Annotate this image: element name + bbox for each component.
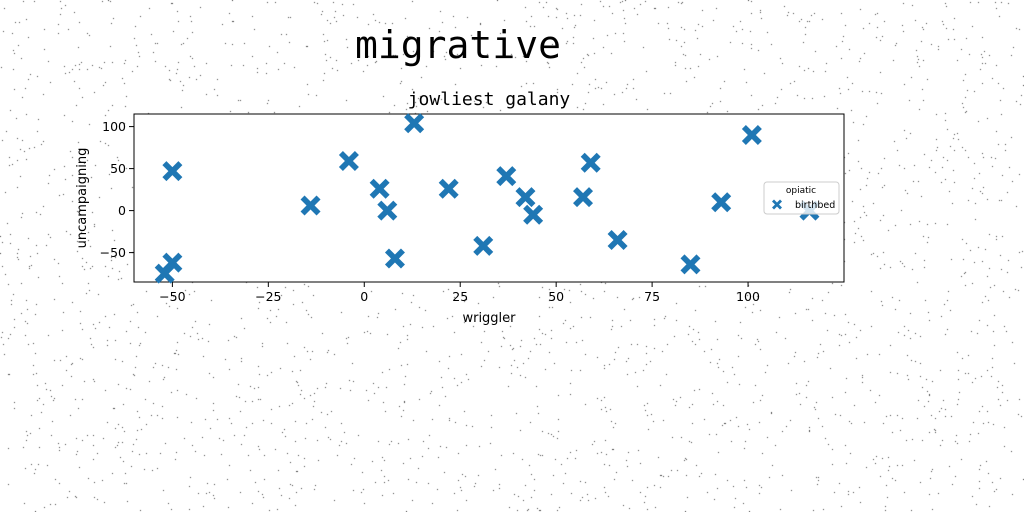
data-point — [369, 178, 390, 199]
x-tick-label: 50 — [548, 289, 564, 304]
data-point — [377, 200, 398, 221]
data-point — [523, 204, 544, 225]
data-point — [338, 151, 359, 172]
x-tick-label: −25 — [255, 289, 281, 304]
plot-frame — [133, 113, 845, 283]
y-tick-label: 0 — [118, 203, 126, 218]
x-tick-label: 0 — [360, 289, 368, 304]
data-point — [473, 235, 494, 256]
legend: opiatic birthbed — [763, 181, 840, 215]
data-point — [573, 187, 594, 208]
data-point — [162, 161, 183, 182]
y-tick-label: 50 — [110, 161, 126, 176]
data-point — [300, 195, 321, 216]
legend-label-birthbed: birthbed — [795, 200, 835, 211]
axis-ticks: −50 −25 0 25 50 75 100 −50 0 50 100 — [100, 119, 760, 304]
y-axis-label: uncampaigning — [75, 148, 90, 249]
x-axis-label: wriggler — [462, 311, 516, 326]
legend-box — [763, 181, 840, 215]
x-tick-label: 100 — [736, 289, 760, 304]
x-tick-label: 75 — [644, 289, 660, 304]
x-tick-label: 25 — [452, 289, 468, 304]
legend-marker-birthbed — [772, 199, 782, 210]
data-point — [162, 252, 183, 273]
data-point — [438, 178, 459, 199]
data-point — [384, 248, 405, 269]
legend-marker-icon — [772, 199, 782, 210]
data-point — [496, 166, 517, 187]
data-point — [580, 152, 601, 173]
data-point — [404, 113, 425, 134]
chart-title: migrative — [355, 23, 561, 67]
data-point — [515, 187, 536, 208]
plot-area — [133, 113, 845, 283]
legend-title: opiatic — [786, 186, 816, 196]
y-tick-label: 100 — [102, 119, 126, 134]
data-point — [680, 254, 701, 275]
y-tick-label: −50 — [100, 245, 126, 260]
data-point — [607, 230, 628, 250]
data-point — [741, 125, 762, 145]
data-point — [711, 192, 732, 213]
data-points — [154, 113, 820, 284]
x-tick-label: −50 — [159, 289, 185, 304]
chart-subtitle: jowliest galany — [408, 89, 571, 110]
